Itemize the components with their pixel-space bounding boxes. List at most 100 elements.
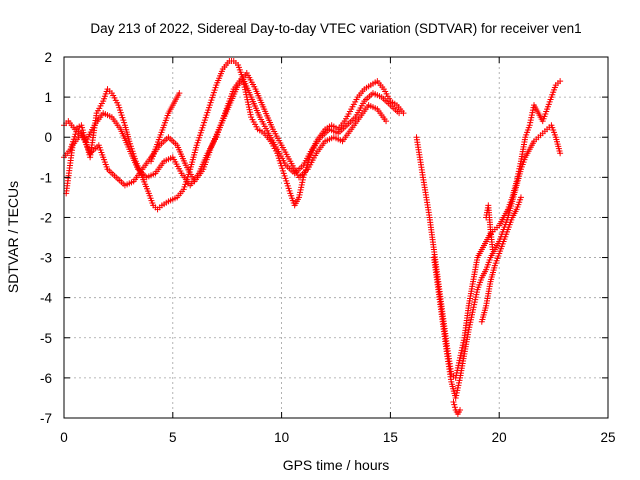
- data-point: [466, 321, 473, 328]
- data-point: [245, 101, 252, 108]
- data-point: [208, 97, 215, 104]
- data-point: [116, 104, 123, 111]
- data-point: [472, 294, 479, 301]
- data-point: [212, 84, 219, 91]
- data-point: [197, 129, 204, 136]
- data-point: [126, 138, 133, 145]
- y-tick-label: -7: [40, 411, 52, 426]
- data-point: [457, 352, 464, 359]
- data-point: [454, 387, 461, 394]
- data-point: [211, 87, 218, 94]
- data-point: [473, 289, 480, 296]
- data-point: [119, 114, 126, 121]
- data-point: [526, 122, 533, 129]
- data-point: [450, 398, 457, 405]
- data-point: [247, 111, 254, 118]
- data-point: [455, 382, 462, 389]
- data-point: [457, 406, 464, 413]
- data-point: [470, 306, 477, 313]
- data-point: [465, 326, 472, 333]
- data-point: [246, 106, 253, 113]
- data-point: [467, 319, 474, 326]
- y-tick-label: -4: [40, 291, 52, 306]
- y-axis-label: SDTVAR / TECUs: [5, 181, 21, 293]
- data-point: [197, 132, 203, 139]
- data-point: [298, 181, 305, 188]
- data-point: [517, 194, 524, 201]
- chart-title: Day 213 of 2022, Sidereal Day-to-day VTE…: [90, 21, 581, 36]
- data-point: [452, 394, 459, 401]
- data-point: [454, 384, 461, 391]
- data-point: [210, 92, 217, 99]
- data-point: [468, 314, 475, 321]
- y-tick-label: -2: [40, 210, 52, 225]
- data-point: [205, 104, 212, 111]
- data-point: [467, 316, 474, 323]
- data-point: [279, 165, 286, 172]
- data-point: [396, 110, 403, 117]
- y-tick-label: -3: [40, 251, 52, 266]
- data-point: [181, 183, 188, 190]
- data-point: [118, 112, 125, 119]
- data-point: [196, 134, 203, 141]
- data-point: [469, 311, 475, 318]
- data-point: [451, 401, 458, 408]
- data-point: [528, 114, 535, 121]
- data-point: [557, 78, 564, 85]
- data-point: [471, 299, 478, 306]
- y-tick-label: -6: [40, 371, 52, 386]
- data-point: [469, 309, 476, 316]
- data-point: [471, 301, 478, 308]
- data-point: [298, 184, 305, 191]
- data-point: [176, 90, 183, 97]
- data-point: [195, 137, 202, 144]
- data-point: [299, 176, 306, 183]
- data-point: [529, 109, 536, 116]
- data-point: [455, 362, 462, 369]
- data-point: [117, 107, 124, 114]
- data-point: [284, 180, 291, 187]
- data-point: [279, 167, 286, 174]
- data-point: [127, 140, 134, 147]
- data-point: [280, 170, 287, 177]
- plot-frame: [63, 56, 609, 419]
- data-point: [204, 109, 211, 116]
- data-point: [201, 119, 208, 126]
- data-point: [458, 347, 465, 354]
- data-point: [210, 89, 217, 96]
- data-point: [453, 392, 460, 399]
- data-point: [283, 177, 290, 184]
- data-point: [466, 324, 473, 331]
- data-point: [117, 109, 124, 116]
- data-point: [182, 181, 189, 188]
- data-point: [206, 102, 213, 109]
- x-tick-label: 10: [274, 430, 289, 445]
- data-point: [296, 191, 303, 198]
- data-point: [198, 127, 205, 134]
- axis-ticks: 0 5 10 15 20 25 -7 -6 -5 -4 -3 -2 -1 0 1 2: [40, 50, 616, 445]
- y-tick-label: 0: [44, 130, 52, 145]
- data-point: [200, 122, 207, 129]
- data-point: [194, 139, 201, 146]
- data-point: [459, 342, 466, 349]
- data-point: [120, 117, 127, 124]
- data-point: [244, 99, 251, 106]
- data-point: [296, 194, 303, 201]
- data-point: [470, 304, 477, 311]
- data-point: [383, 118, 390, 125]
- y-tick-label: -5: [40, 331, 52, 346]
- data-point: [455, 359, 462, 366]
- data-point: [203, 112, 210, 119]
- x-tick-label: 15: [383, 430, 398, 445]
- data-point: [209, 94, 216, 101]
- data-points: [61, 58, 564, 417]
- data-point: [451, 404, 458, 411]
- data-point: [456, 377, 463, 384]
- x-tick-label: 0: [60, 430, 68, 445]
- data-point: [201, 117, 208, 124]
- data-point: [205, 107, 212, 114]
- x-axis-label: GPS time / hours: [283, 457, 390, 473]
- data-point: [207, 99, 214, 106]
- y-tick-label: 1: [44, 90, 52, 105]
